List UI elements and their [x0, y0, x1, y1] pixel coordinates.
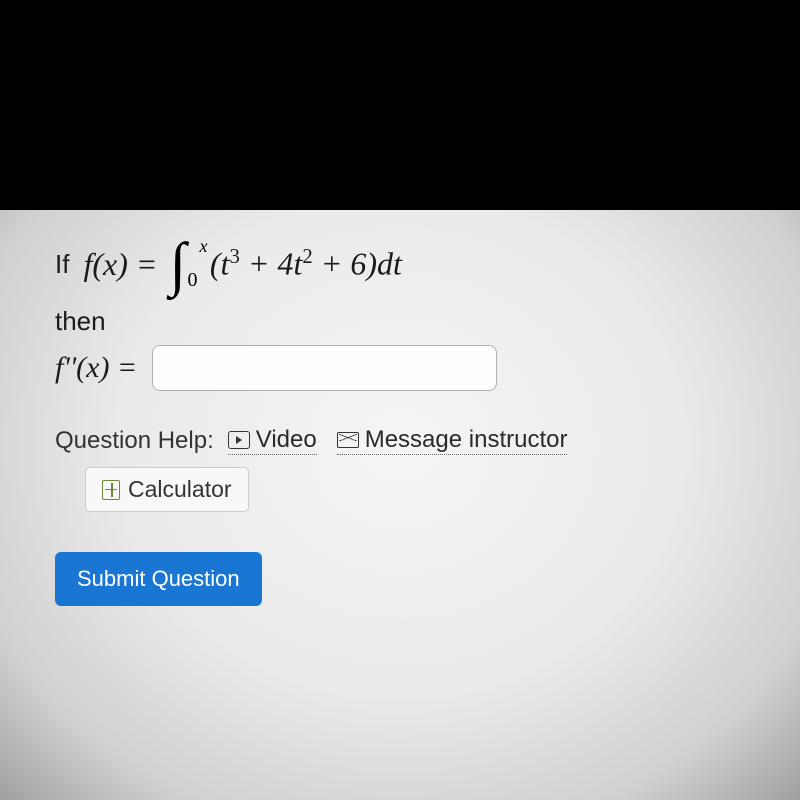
answer-input[interactable] [152, 345, 497, 391]
derivative-lhs: f''(x) = [55, 351, 137, 385]
help-label: Question Help: [55, 427, 214, 455]
calculator-icon [102, 480, 120, 500]
calculator-button[interactable]: Calculator [85, 467, 249, 512]
video-icon [228, 431, 250, 449]
then-text: then [55, 306, 800, 337]
integral: ∫ x 0 [169, 240, 185, 288]
envelope-icon [337, 432, 359, 448]
answer-row: f''(x) = [55, 345, 800, 391]
question-panel: If f(x) = ∫ x 0 (t3 + 4t2 + 6)dt then f'… [0, 210, 800, 800]
integral-sign-icon: ∫ [169, 240, 185, 288]
message-instructor-link[interactable]: Message instructor [337, 426, 568, 455]
help-row: Question Help: Video Message instructor [55, 426, 800, 455]
integrand: (t3 + 4t2 + 6)dt [210, 245, 402, 283]
submit-label: Submit Question [77, 566, 240, 591]
video-link[interactable]: Video [228, 426, 317, 455]
video-link-label: Video [256, 426, 317, 454]
if-text: If [55, 249, 69, 280]
calculator-label: Calculator [128, 476, 232, 503]
integral-lower-limit: 0 [187, 269, 197, 292]
equation-line: If f(x) = ∫ x 0 (t3 + 4t2 + 6)dt [55, 240, 800, 288]
message-link-label: Message instructor [365, 426, 568, 454]
submit-button[interactable]: Submit Question [55, 552, 262, 606]
integral-upper-limit: x [199, 236, 207, 257]
function-lhs: f(x) = [83, 246, 157, 283]
